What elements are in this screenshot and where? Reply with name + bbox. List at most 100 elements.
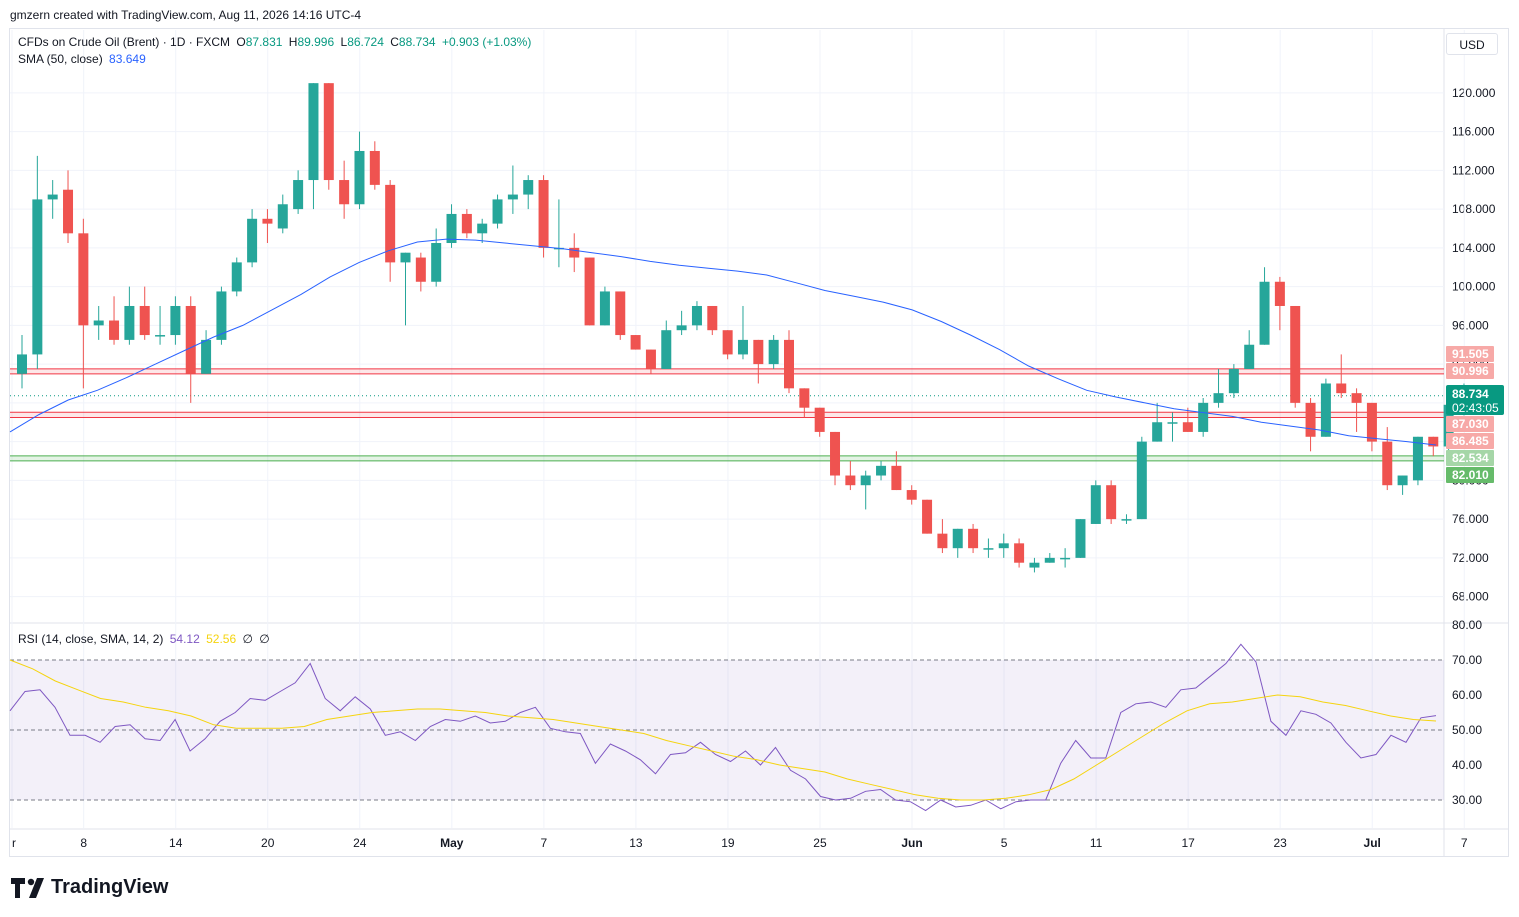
candle-body bbox=[676, 325, 687, 331]
candle bbox=[1044, 553, 1055, 563]
candle-body bbox=[1121, 519, 1132, 521]
candle bbox=[676, 310, 687, 336]
rsi-line bbox=[9, 643, 1437, 812]
candle-body bbox=[1228, 368, 1239, 394]
sma-legend: SMA (50, close) 83.649 bbox=[18, 52, 149, 66]
candle-body bbox=[93, 320, 104, 326]
candle-body bbox=[277, 204, 288, 229]
candle-body bbox=[492, 199, 503, 224]
candle-body bbox=[354, 150, 365, 205]
candle-body bbox=[523, 180, 534, 195]
candle-body bbox=[799, 388, 810, 408]
price-tick-label: 108.000 bbox=[1452, 202, 1496, 216]
candle bbox=[1336, 354, 1347, 399]
level-label-82010-bg bbox=[1446, 467, 1494, 483]
candle bbox=[293, 170, 304, 214]
candle-body bbox=[415, 257, 426, 282]
candle bbox=[830, 431, 841, 486]
candle-body bbox=[1428, 436, 1439, 447]
candle-body bbox=[599, 291, 610, 326]
candle bbox=[768, 335, 779, 369]
legend-close: 88.734 bbox=[398, 35, 436, 49]
rsi-tick-label: 30.00 bbox=[1452, 793, 1482, 807]
candle bbox=[523, 175, 534, 210]
price-level-labels: 91.505 90.996 87.030 86.485 82.534 82.010 bbox=[1446, 346, 1494, 483]
candle-body bbox=[768, 339, 779, 365]
rsi-tick-label: 60.00 bbox=[1452, 688, 1482, 702]
candle bbox=[707, 305, 718, 336]
candle-body bbox=[1412, 436, 1423, 481]
candle bbox=[1121, 514, 1132, 524]
candle bbox=[201, 330, 212, 374]
candle-body bbox=[753, 339, 764, 365]
candle-body bbox=[446, 213, 457, 244]
candle bbox=[1274, 276, 1285, 331]
candle bbox=[538, 175, 549, 258]
candle bbox=[78, 218, 89, 389]
time-tick-label: 8 bbox=[80, 836, 87, 850]
candle bbox=[262, 209, 273, 244]
candle-body bbox=[1290, 305, 1301, 403]
time-tick-label: 14 bbox=[169, 836, 183, 850]
candle-body bbox=[17, 354, 27, 374]
candle-body bbox=[47, 194, 58, 200]
candle bbox=[139, 286, 150, 340]
chart-caption: gmzern created with TradingView.com, Aug… bbox=[10, 8, 362, 22]
candle bbox=[1136, 436, 1147, 520]
time-tick-label: 23 bbox=[1274, 836, 1288, 850]
candle bbox=[170, 296, 181, 345]
sma-legend-value: 83.649 bbox=[109, 52, 146, 66]
time-tick-label: 17 bbox=[1181, 836, 1195, 850]
candle bbox=[937, 519, 948, 554]
candle-body bbox=[216, 291, 227, 340]
time-tick-label: 7 bbox=[541, 836, 548, 850]
legend-change: +0.903 (+1.03%) bbox=[441, 35, 532, 49]
candle-body bbox=[630, 335, 641, 350]
candle-body bbox=[737, 339, 748, 355]
price-tick-label: 100.000 bbox=[1452, 280, 1496, 294]
candle bbox=[753, 339, 764, 384]
rsi-legend-value: 54.12 bbox=[169, 632, 200, 646]
candle-body bbox=[139, 305, 150, 336]
rsi-tick-label: 80.00 bbox=[1452, 618, 1482, 632]
time-tick-label: 7 bbox=[1461, 836, 1468, 850]
candle bbox=[1106, 480, 1117, 524]
candle-body bbox=[1382, 441, 1393, 486]
candle-body bbox=[906, 490, 917, 500]
level-label-91505: 91.505 bbox=[1452, 347, 1489, 361]
candle-body bbox=[185, 305, 196, 374]
candle-body bbox=[922, 499, 933, 534]
legend-open: 87.831 bbox=[245, 35, 283, 49]
time-tick-label: May bbox=[440, 836, 464, 850]
candle bbox=[1305, 398, 1316, 452]
support-zone bbox=[10, 455, 1444, 461]
candle bbox=[845, 460, 856, 491]
legend-high: 89.996 bbox=[297, 35, 335, 49]
candle bbox=[1259, 267, 1270, 345]
candle bbox=[1014, 538, 1025, 568]
candle bbox=[32, 155, 43, 369]
candle bbox=[1075, 519, 1086, 558]
currency-button[interactable]: USD bbox=[1446, 33, 1498, 55]
candle-body bbox=[569, 247, 580, 258]
candle-body bbox=[615, 291, 626, 336]
candle bbox=[922, 499, 933, 534]
rsi-tick-label: 40.00 bbox=[1452, 758, 1482, 772]
candle bbox=[691, 301, 702, 331]
candle bbox=[477, 218, 488, 244]
candle-body bbox=[661, 330, 672, 369]
candle-body bbox=[784, 339, 794, 389]
legend-low: 86.724 bbox=[347, 35, 384, 49]
candle-body bbox=[1305, 402, 1316, 437]
level-label-90996: 90.996 bbox=[1452, 364, 1489, 378]
candle bbox=[1182, 407, 1193, 432]
candle-body bbox=[722, 330, 733, 355]
price-tick-label: 116.000 bbox=[1452, 125, 1495, 139]
candle bbox=[323, 83, 334, 190]
chart-frame bbox=[9, 28, 1509, 857]
rsi-pane: 80.00 70.00 60.00 50.00 40.00 30.00 bbox=[9, 618, 1482, 812]
candle-body bbox=[1106, 485, 1117, 520]
time-tick-label: 11 bbox=[1090, 836, 1103, 850]
candle bbox=[339, 160, 350, 219]
